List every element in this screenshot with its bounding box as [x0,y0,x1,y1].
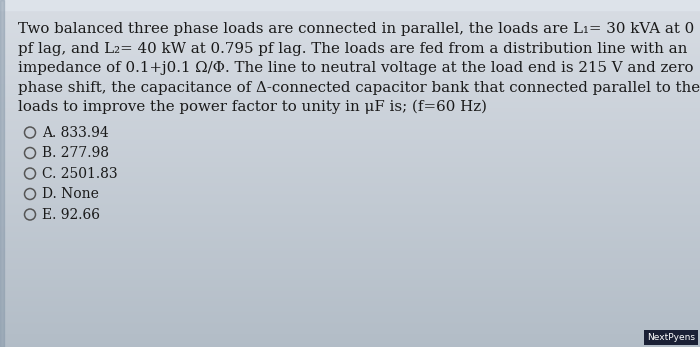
Text: C. 2501.83: C. 2501.83 [42,167,118,180]
Text: impedance of 0.1+j0.1 Ω/Φ. The line to neutral voltage at the load end is 215 V : impedance of 0.1+j0.1 Ω/Φ. The line to n… [18,61,694,75]
Text: B. 277.98: B. 277.98 [42,146,109,160]
Text: A. 833.94: A. 833.94 [42,126,108,139]
Text: NextPyens: NextPyens [647,333,695,342]
Text: Two balanced three phase loads are connected in parallel, the loads are L₁= 30 k: Two balanced three phase loads are conne… [18,22,694,36]
Text: loads to improve the power factor to unity in μF is; (f=60 Hz): loads to improve the power factor to uni… [18,100,487,115]
Text: E. 92.66: E. 92.66 [42,208,100,221]
Text: D. None: D. None [42,187,99,201]
Text: pf lag, and L₂= 40 kW at 0.795 pf lag. The loads are fed from a distribution lin: pf lag, and L₂= 40 kW at 0.795 pf lag. T… [18,42,687,56]
Text: phase shift, the capacitance of Δ-connected capacitor bank that connected parall: phase shift, the capacitance of Δ-connec… [18,81,700,94]
